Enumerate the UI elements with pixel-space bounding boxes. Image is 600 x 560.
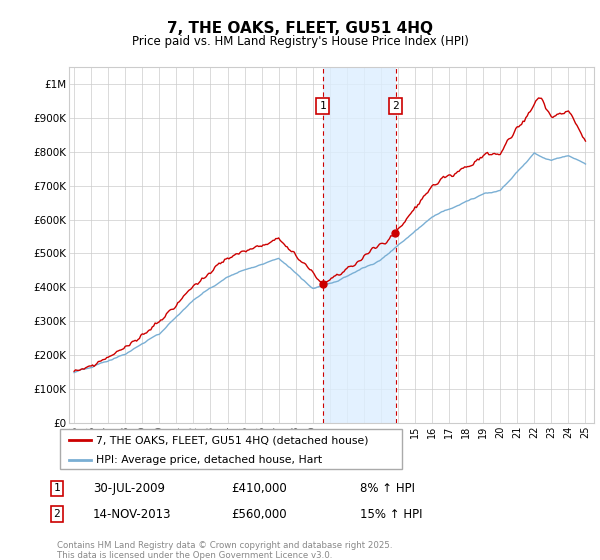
Text: 8% ↑ HPI: 8% ↑ HPI <box>360 482 415 495</box>
Text: Price paid vs. HM Land Registry's House Price Index (HPI): Price paid vs. HM Land Registry's House … <box>131 35 469 48</box>
Bar <box>323 67 396 423</box>
Text: 7, THE OAKS, FLEET, GU51 4HQ (detached house): 7, THE OAKS, FLEET, GU51 4HQ (detached h… <box>96 435 368 445</box>
Text: 30-JUL-2009: 30-JUL-2009 <box>93 482 165 495</box>
Text: Contains HM Land Registry data © Crown copyright and database right 2025.
This d: Contains HM Land Registry data © Crown c… <box>57 541 392 560</box>
Text: 14-NOV-2013: 14-NOV-2013 <box>93 507 172 521</box>
Text: 7, THE OAKS, FLEET, GU51 4HQ: 7, THE OAKS, FLEET, GU51 4HQ <box>167 21 433 36</box>
Text: 1: 1 <box>319 101 326 111</box>
FancyBboxPatch shape <box>60 429 402 469</box>
Text: £560,000: £560,000 <box>231 507 287 521</box>
Text: 2: 2 <box>53 509 61 519</box>
Text: 2: 2 <box>392 101 399 111</box>
Text: HPI: Average price, detached house, Hart: HPI: Average price, detached house, Hart <box>96 455 322 465</box>
Text: 1: 1 <box>53 483 61 493</box>
Text: £410,000: £410,000 <box>231 482 287 495</box>
Text: 15% ↑ HPI: 15% ↑ HPI <box>360 507 422 521</box>
